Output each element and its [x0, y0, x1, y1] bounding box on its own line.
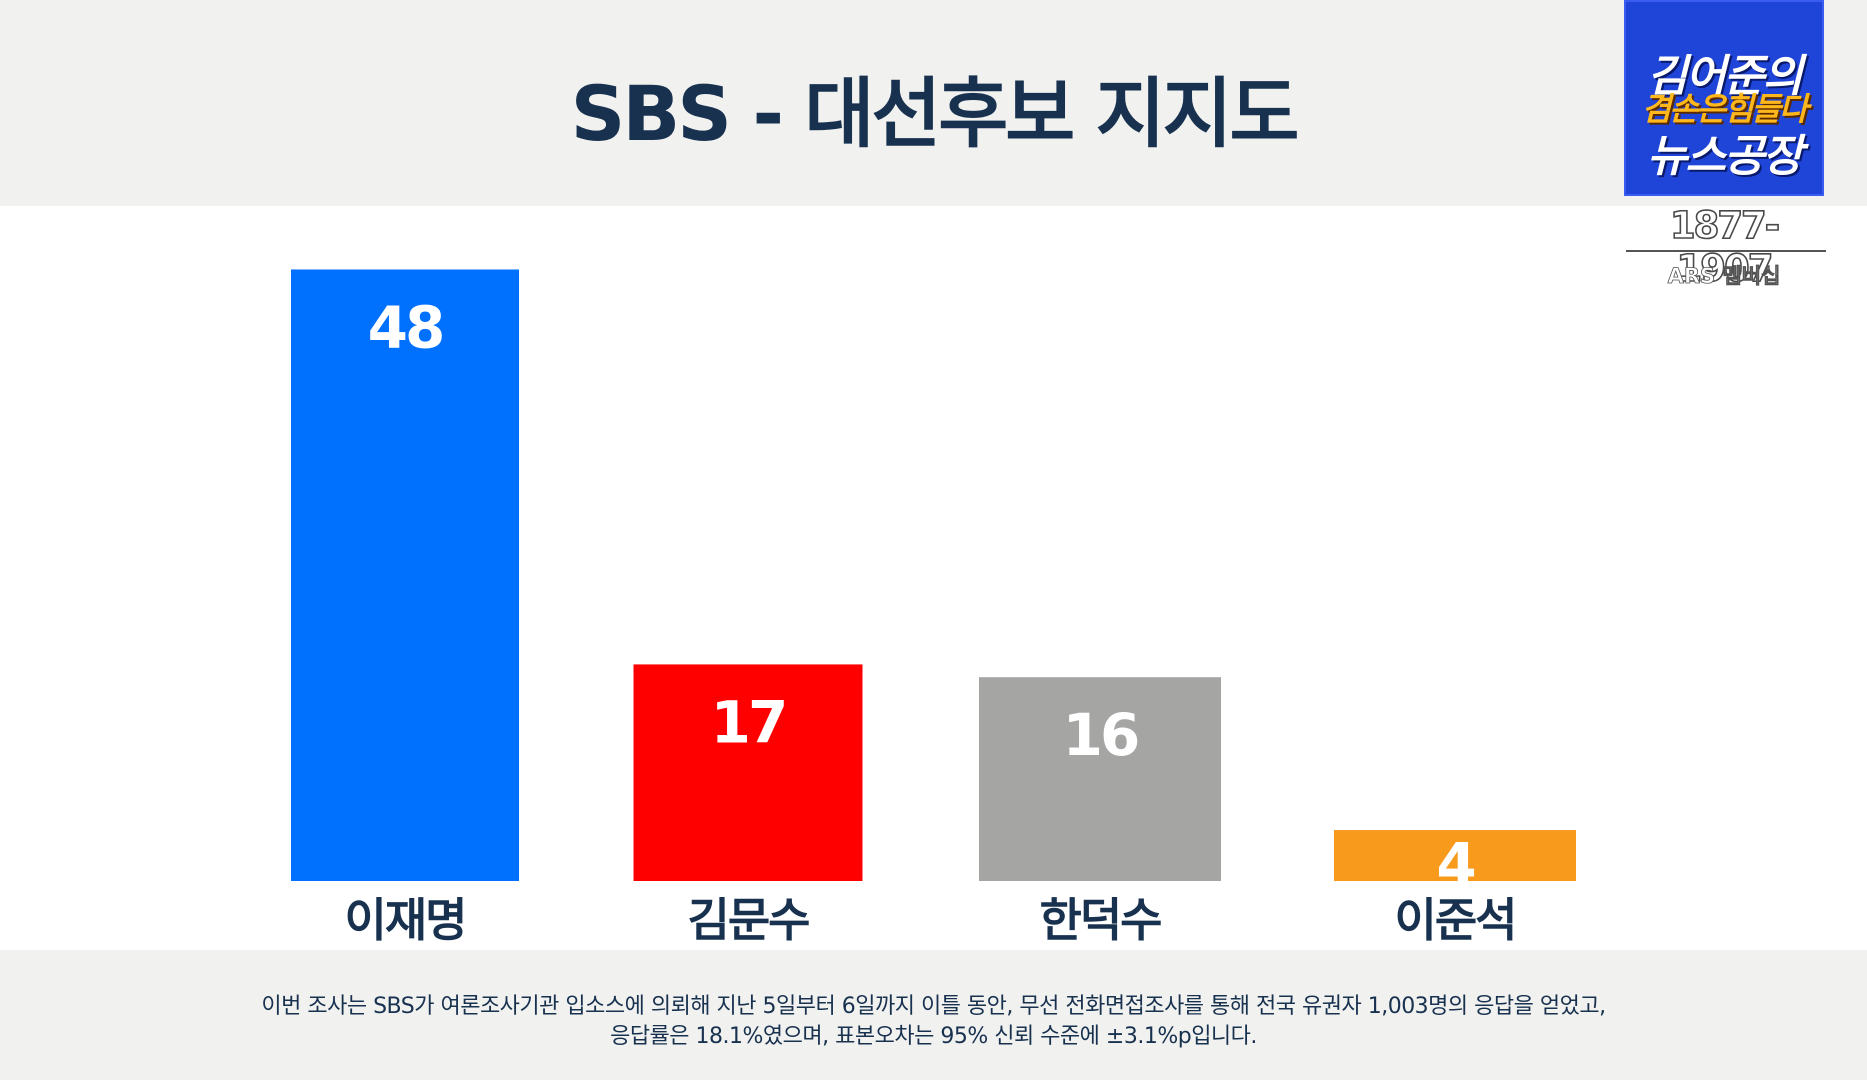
show-logo: 김어준의 겸손은힘들다 뉴스공장 — [1624, 0, 1824, 196]
phone-number: 1877-1907 — [1669, 203, 1781, 291]
survey-footnote: 이번 조사는 SBS가 여론조사기관 입소스에 의뢰해 지난 5일부터 6일까지… — [0, 992, 1867, 1052]
chart-title: SBS - 대선후보 지지도 — [570, 69, 1300, 158]
category-label: 한덕수 — [1040, 893, 1162, 947]
category-label: 이재명 — [345, 893, 466, 947]
bar-value-label: 17 — [711, 688, 786, 756]
logo-text-line2: 겸손은힘들다 — [1641, 90, 1809, 128]
bar-한덕수 — [979, 677, 1221, 881]
footnote-band: 이번 조사는 SBS가 여론조사기관 입소스에 의뢰해 지난 5일부터 6일까지… — [0, 950, 1867, 1080]
category-label: 김문수 — [688, 893, 810, 947]
bar-chart: 48 이재명 17 김문수 16 한덕수 4 이준석 — [0, 206, 1867, 950]
phone-divider — [1626, 250, 1826, 252]
logo-text-line3: 뉴스공장 — [1647, 131, 1803, 182]
bar-value-label: 48 — [368, 293, 443, 361]
bar-value-label: 4 — [1436, 830, 1474, 898]
bar-김문수 — [633, 664, 863, 881]
footnote-line-1: 이번 조사는 SBS가 여론조사기관 입소스에 의뢰해 지난 5일부터 6일까지… — [261, 994, 1606, 1019]
title-band: SBS - 대선후보 지지도 — [0, 0, 1867, 206]
bar-이준석 — [1334, 830, 1576, 881]
category-label: 이준석 — [1395, 893, 1516, 947]
bar-value-label: 16 — [1063, 701, 1138, 769]
logo-text-line1: 김어준의 — [1647, 51, 1803, 102]
footnote-line-2: 응답률은 18.1%였으며, 표본오차는 95% 신뢰 수준에 ±3.1%p입니… — [610, 1024, 1257, 1049]
bar-이재명 — [291, 269, 519, 882]
membership-label: ARS 멤버십 — [1667, 264, 1781, 289]
